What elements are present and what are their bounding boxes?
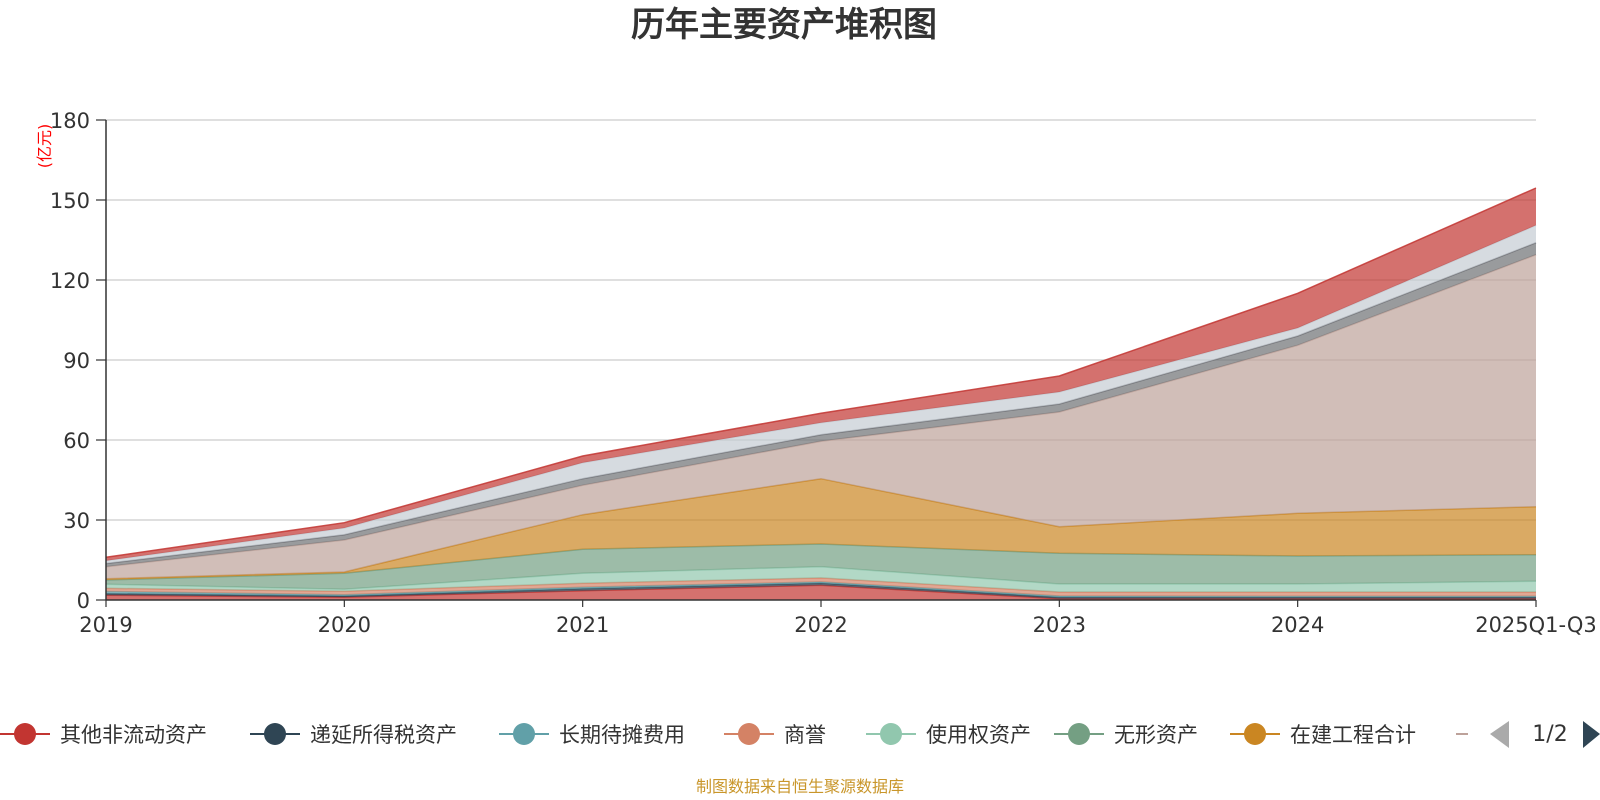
- area-4[interactable]: [106, 566, 1536, 592]
- chart-title: 历年主要资产堆积图: [631, 5, 937, 45]
- legend-label: 无形资产: [1114, 723, 1198, 747]
- legend: 其他非流动资产 递延所得税资产 长期待摊费用 商誉 使用权资产 无形资产 在建工程合计: [0, 716, 1600, 754]
- area-line-10: [105, 187, 1537, 559]
- legend-marker-icon: [513, 723, 535, 745]
- legend-item[interactable]: 无形资产: [1054, 723, 1198, 747]
- y-tick-label: 120: [50, 269, 90, 293]
- y-tick-label: 150: [50, 189, 90, 213]
- legend-item[interactable]: 使用权资产: [866, 723, 1031, 747]
- area-series: [105, 187, 1537, 600]
- legend-pager: 1/2: [1490, 721, 1600, 748]
- legend-item[interactable]: 在建工程合计: [1230, 723, 1416, 747]
- legend-clip-mask: [1468, 716, 1600, 754]
- y-tick-label: 0: [77, 589, 90, 613]
- x-axis-tick-labels: 2019 2020 2021 2022 2023 2024 2025Q1-Q3: [79, 613, 1597, 637]
- legend-label: 商誉: [784, 723, 826, 747]
- legend-item[interactable]: 长期待摊费用: [499, 723, 685, 747]
- y-tick-label: 90: [63, 349, 90, 373]
- legend-marker-icon: [14, 723, 36, 745]
- legend-label: 使用权资产: [926, 723, 1031, 747]
- legend-item[interactable]: 其他非流动资产: [0, 723, 207, 747]
- legend-marker-icon: [1244, 723, 1266, 745]
- legend-prev-page-icon[interactable]: [1490, 721, 1509, 748]
- legend-marker-icon: [880, 723, 902, 745]
- y-tick-label: 180: [50, 109, 90, 133]
- y-axis-unit: (亿元): [35, 124, 54, 169]
- data-source-note: 制图数据来自恒生聚源数据库: [696, 777, 904, 796]
- axes: [105, 120, 1537, 607]
- x-tick-label: 2024: [1271, 613, 1324, 637]
- legend-marker-icon: [264, 723, 286, 745]
- legend-label: 在建工程合计: [1290, 723, 1416, 747]
- area-3[interactable]: [106, 577, 1536, 597]
- legend-marker-icon: [738, 723, 760, 745]
- area-7[interactable]: [106, 254, 1536, 579]
- area-0[interactable]: [106, 585, 1536, 600]
- y-axis-tick-labels: 0 30 60 90 120 150 180: [50, 109, 90, 613]
- x-tick-label: 2022: [794, 613, 847, 637]
- legend-item[interactable]: 商誉: [724, 723, 826, 747]
- legend-item[interactable]: 递延所得税资产: [250, 723, 457, 747]
- x-tick-label: 2020: [318, 613, 371, 637]
- legend-label: 递延所得税资产: [310, 723, 457, 747]
- legend-next-page-icon[interactable]: [1583, 721, 1600, 748]
- y-tick-label: 60: [63, 429, 90, 453]
- area-6[interactable]: [106, 478, 1536, 580]
- legend-page-indicator: 1/2: [1532, 722, 1567, 747]
- legend-label: 长期待摊费用: [559, 723, 685, 747]
- x-tick-label: 2021: [556, 613, 609, 637]
- x-tick-label: 2019: [79, 613, 132, 637]
- x-tick-label: 2023: [1033, 613, 1086, 637]
- y-tick-label: 30: [63, 509, 90, 533]
- legend-label: 其他非流动资产: [60, 723, 207, 747]
- legend-marker-icon: [1068, 723, 1090, 745]
- x-tick-label: 2025Q1-Q3: [1475, 613, 1597, 637]
